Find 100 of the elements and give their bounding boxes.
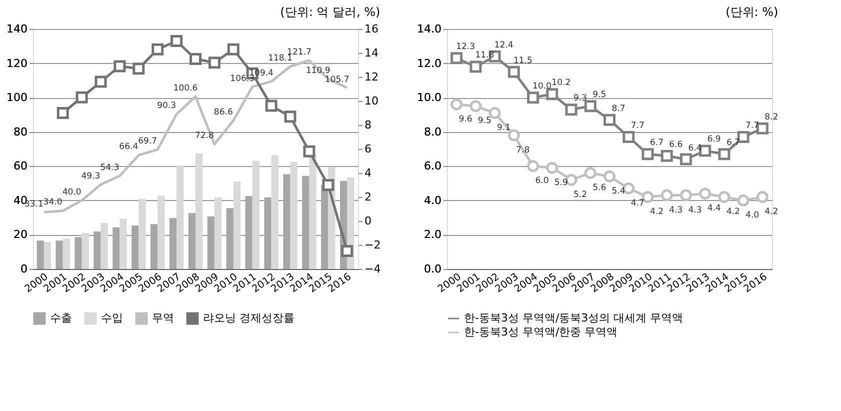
data-label: 100.6	[173, 84, 198, 94]
point	[76, 91, 88, 104]
data-label: 5.6	[592, 183, 606, 193]
y-tick-label: 4.0	[424, 194, 442, 207]
data-label: 40.0	[62, 187, 82, 198]
point	[718, 191, 730, 203]
point	[94, 76, 107, 88]
bar	[138, 198, 146, 269]
point	[265, 100, 278, 112]
data-label: 6.0	[535, 176, 549, 186]
y-tick-label: 80	[14, 125, 28, 138]
data-label: 5.4	[612, 186, 626, 196]
point	[546, 162, 558, 174]
y2-tick-label: 0	[364, 214, 372, 228]
bar	[100, 223, 108, 269]
y-tick-label: 100	[6, 91, 28, 104]
point	[565, 104, 578, 116]
point	[699, 188, 712, 200]
data-label: 6.6	[669, 140, 683, 150]
y-tick-label: 140	[6, 22, 28, 36]
data-label: 7.7	[630, 121, 644, 131]
legend-label: 랴오닝 경제성장률	[203, 312, 294, 325]
data-label: 5.9	[554, 178, 568, 188]
text: (단위: 억 달러, %)	[280, 5, 380, 19]
y2-tick-label: 2	[364, 190, 372, 204]
point	[450, 52, 463, 64]
bar	[264, 197, 272, 269]
bar	[36, 240, 44, 269]
y-tick-label: 0.0	[424, 262, 442, 276]
bar	[56, 240, 63, 269]
bar	[188, 213, 196, 269]
bar	[120, 218, 127, 269]
point	[508, 66, 520, 78]
bar	[321, 185, 328, 269]
data-label: 11.5	[513, 56, 532, 66]
data-label: 66.4	[119, 142, 138, 152]
bar	[196, 153, 203, 269]
bar	[82, 233, 89, 269]
point	[303, 145, 316, 158]
point	[341, 245, 354, 257]
bar	[74, 237, 82, 269]
y2-tick-label: −2	[364, 238, 381, 252]
data-label: 34.0	[43, 198, 62, 208]
point	[284, 110, 296, 123]
data-label: 110.9	[306, 66, 330, 76]
data-label: 4.3	[669, 205, 683, 216]
legend-label: 수출	[50, 312, 72, 325]
point	[660, 150, 673, 162]
bar	[62, 238, 70, 269]
line-series	[42, 59, 348, 214]
bar	[245, 196, 252, 269]
data-label: 49.3	[81, 171, 100, 182]
point	[680, 189, 692, 202]
data-label: 4.2	[726, 207, 740, 217]
y-tick-label: 12.0	[417, 56, 442, 70]
bar	[44, 242, 52, 269]
data-label: 12.3	[456, 42, 476, 52]
point	[56, 107, 69, 119]
bar	[150, 224, 158, 269]
data-label: 118.1	[268, 54, 292, 64]
data-label: 4.7	[630, 198, 644, 208]
legend-label: 한-동북3성 무역액/동북3성의 대세계 무역액	[464, 312, 684, 324]
point	[604, 114, 616, 126]
y2-tick-label: 16	[364, 22, 378, 36]
point	[546, 88, 558, 100]
data-label: 54.3	[100, 162, 120, 173]
point	[470, 100, 482, 112]
bar	[309, 154, 316, 269]
legend-label: 한-동북3성 무역액/한중 무역액	[464, 326, 618, 338]
point	[170, 35, 183, 47]
data-label: 7.8	[516, 145, 530, 156]
point	[114, 60, 126, 72]
data-label: 90.3	[157, 101, 176, 112]
y-tick-label: 60	[14, 160, 28, 173]
y-tick-label: 2.0	[424, 228, 442, 242]
point	[527, 92, 540, 104]
data-label: 6.7	[650, 138, 664, 148]
bar	[252, 160, 260, 269]
bar	[271, 155, 278, 269]
data-label: 69.7	[138, 136, 158, 147]
bar	[214, 197, 222, 269]
y-tick-label: 0	[20, 262, 28, 276]
data-label: 4.3	[688, 205, 702, 216]
bar	[290, 162, 298, 269]
y2-tick-label: 10	[364, 94, 378, 108]
data-label: 5.2	[574, 190, 588, 200]
y2-tick-label: −4	[364, 262, 381, 276]
point	[322, 179, 334, 191]
data-label: 9.1	[497, 123, 511, 133]
y-tick-label: 14.0	[417, 22, 442, 36]
point	[470, 60, 482, 73]
point	[756, 191, 768, 203]
point	[508, 129, 520, 142]
bar	[158, 196, 165, 269]
y2-tick-label: 4	[364, 166, 372, 180]
point	[718, 148, 730, 160]
data-label: 10.0	[532, 82, 552, 92]
text: (단위: %)	[726, 5, 778, 19]
point	[208, 56, 220, 69]
data-label: 10.2	[552, 78, 571, 88]
